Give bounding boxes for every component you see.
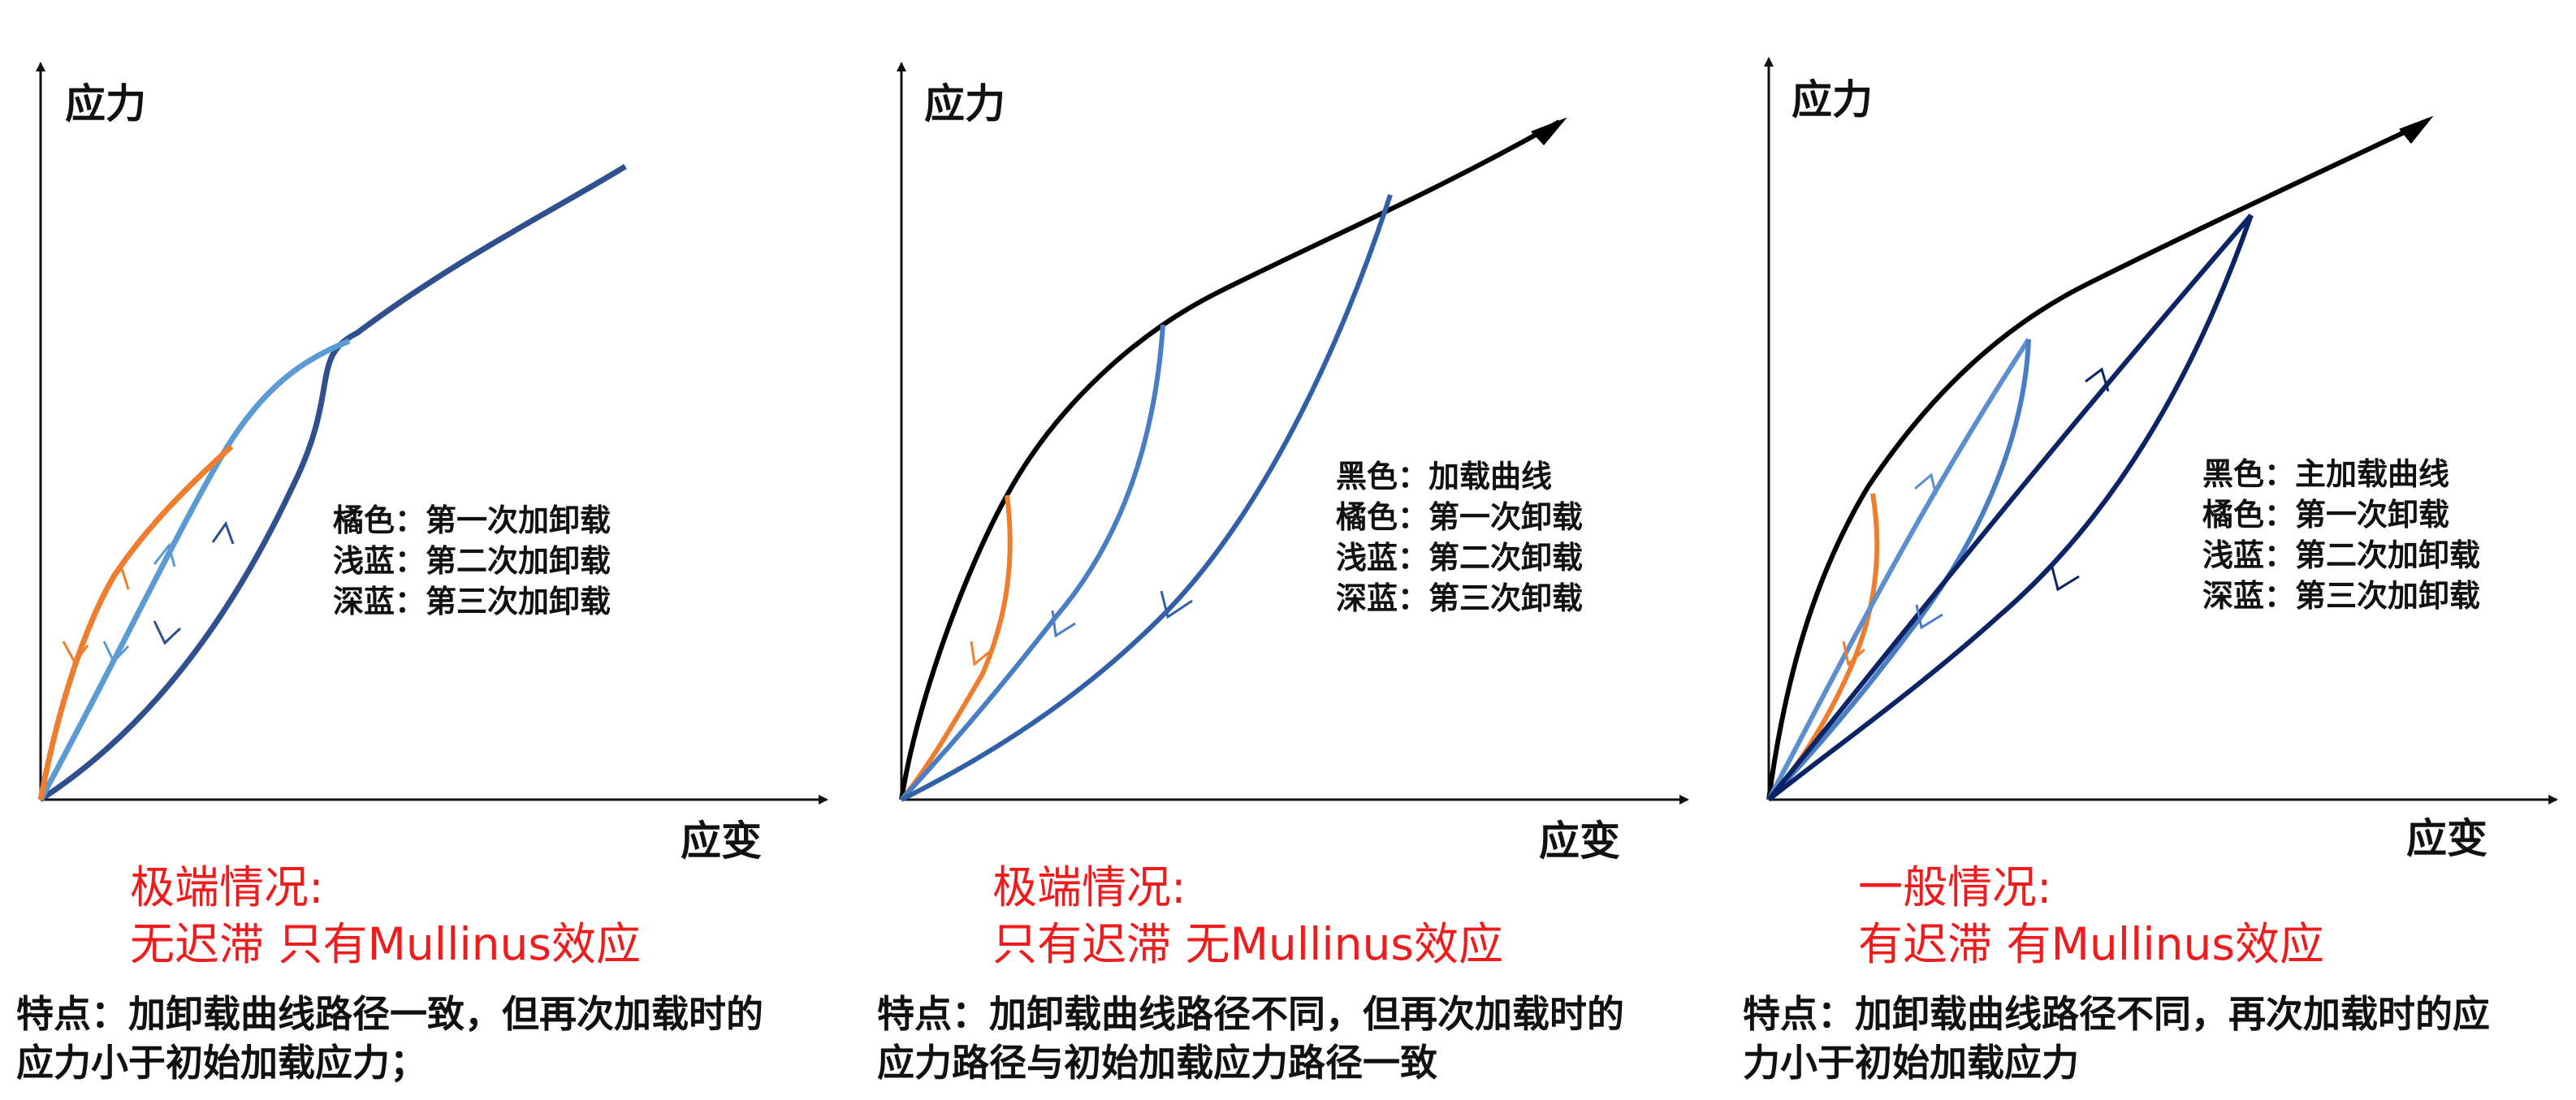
legend-line: 橘色：第一次卸载	[1336, 499, 1583, 535]
navy-loading-curve	[1766, 214, 2254, 801]
legend-line: 深蓝：第三次加卸载	[2202, 578, 2480, 614]
feature-line: 应力路径与初始加载应力路径一致	[877, 1041, 1437, 1085]
legend-line: 黑色：主加载曲线	[2202, 456, 2449, 492]
legend-line: 橘色：第一次卸载	[2202, 497, 2449, 533]
feature-line: 特点：加卸载曲线路径不同，但再次加载时的	[877, 992, 1624, 1036]
legend-line: 浅蓝：第二次加卸载	[2202, 537, 2480, 573]
panel-2: 应力 应变 黑色：加载曲线 橘色：第一次卸载 浅蓝：第二次卸载 深蓝：第三次卸载…	[877, 62, 1689, 1085]
panel-3: 应力 应变 黑色：主加载曲线 橘色：第一次卸载 浅蓝：第二次加卸载 深蓝：第三次…	[1743, 57, 2558, 1085]
light-blue-unloading-curve	[1766, 339, 2031, 802]
x-axis-label: 应变	[1539, 817, 1620, 865]
arrow-mark	[1914, 472, 1938, 496]
feature-line: 特点：加卸载曲线路径一致，但再次加载时的	[16, 992, 763, 1036]
legend-line: 浅蓝：第二次卸载	[1336, 540, 1583, 576]
y-axis-label: 应力	[924, 80, 1005, 127]
y-axis-label: 应力	[1792, 76, 1873, 123]
light-blue-unloading-curve	[899, 324, 1165, 802]
legend-line: 黑色：加载曲线	[1336, 459, 1552, 494]
dark-blue-unloading-curve	[900, 194, 1393, 802]
case-title: 极端情况:	[130, 861, 324, 913]
legend-line: 浅蓝：第二次加卸载	[333, 543, 611, 579]
orange-unloading-curve	[1766, 493, 1880, 802]
light-blue-loading-curve	[1766, 338, 2031, 801]
arrow-mark	[211, 520, 235, 545]
curve-end-arrow	[1531, 117, 1567, 145]
legend-line: 深蓝：第三次卸载	[1336, 580, 1583, 616]
y-axis-label: 应力	[65, 80, 146, 127]
arrow-mark	[1160, 590, 1193, 619]
case-subtitle: 无迟滞 只有Mullinus效应	[130, 918, 641, 970]
navy-unloading-curve	[1767, 214, 2254, 802]
curve-end-arrow	[2399, 115, 2434, 144]
case-subtitle: 有迟滞 有Mullinus效应	[1858, 918, 2324, 970]
arrow-mark	[1051, 610, 1076, 638]
orange-unloading-curve	[899, 494, 1013, 801]
arrow-mark	[1842, 641, 1866, 666]
black-loading-curve	[899, 119, 1561, 800]
case-title: 一般情况:	[1858, 861, 2052, 913]
case-title: 极端情况:	[992, 861, 1186, 913]
arrow-mark	[153, 620, 182, 645]
dark-blue-load-unload-curve	[39, 164, 627, 802]
arrow-mark	[106, 565, 130, 590]
arrow-mark	[62, 641, 89, 665]
x-axis-label: 应变	[681, 817, 762, 865]
feature-line: 特点：加卸载曲线路径不同，再次加载时的应	[1743, 992, 2490, 1036]
case-subtitle: 只有迟滞 无Mullinus效应	[992, 918, 1503, 970]
arrow-mark	[970, 641, 993, 666]
legend-line: 深蓝：第三次加卸载	[333, 584, 611, 619]
black-main-loading-curve	[1766, 119, 2428, 800]
arrow-mark	[102, 641, 130, 664]
x-axis-label: 应变	[2406, 815, 2487, 862]
feature-line: 应力小于初始加载应力；	[16, 1041, 427, 1085]
arrow-mark	[1915, 604, 1943, 630]
feature-line: 力小于初始加载应力	[1743, 1041, 2079, 1085]
panel-1: 应力 应变 橘色：第一次加卸载 浅蓝：第二次加卸载 深蓝：第三次加卸载 极端情况…	[16, 62, 828, 1085]
legend-line: 橘色：第一次加卸载	[333, 503, 611, 538]
arrow-mark	[2085, 367, 2110, 392]
light-blue-load-unload-curve	[37, 338, 351, 801]
arrow-mark	[2050, 563, 2080, 592]
arrow-mark	[153, 542, 176, 567]
